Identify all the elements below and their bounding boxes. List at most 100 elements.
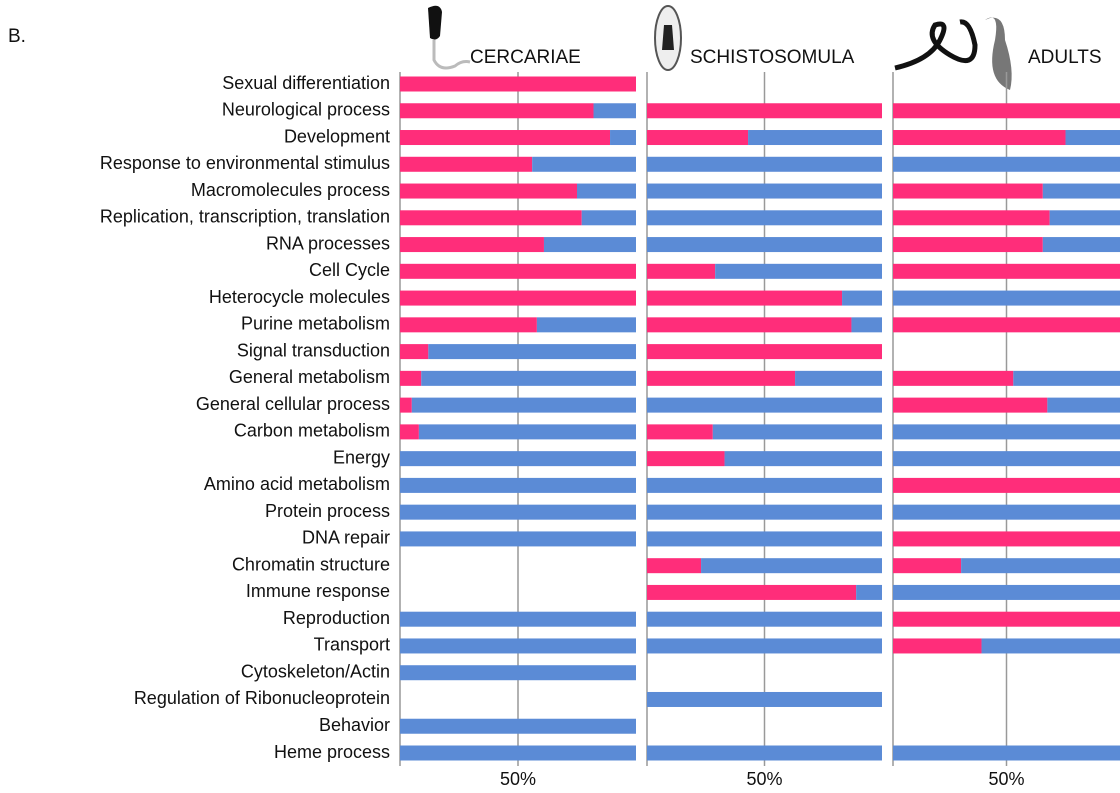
bar-segment	[842, 291, 882, 306]
bar-segment	[893, 558, 961, 573]
bar-segment	[715, 264, 882, 279]
category-label: Reproduction	[283, 608, 390, 628]
chart: B. Sexual differentiationNeurological pr…	[0, 0, 1120, 793]
adults-icon	[895, 18, 1012, 91]
bar-segment	[400, 103, 594, 118]
bar-segment	[647, 505, 882, 520]
category-label: Heme process	[274, 742, 390, 762]
bar-segment	[647, 291, 842, 306]
bar-segment	[647, 317, 851, 332]
bar-segment	[893, 531, 1120, 546]
category-label: Protein process	[265, 501, 390, 521]
category-label: General cellular process	[196, 394, 390, 414]
category-label: Heterocycle molecules	[209, 287, 390, 307]
bar-segment	[893, 317, 1120, 332]
page: {"chart_data": {"type": "bar", "orientat…	[0, 0, 1120, 793]
bar-segment	[713, 424, 882, 439]
bar-segment	[577, 184, 636, 199]
bar-segment	[893, 210, 1050, 225]
bar-segment	[647, 585, 856, 600]
bar-segment	[1066, 130, 1120, 145]
category-label: Immune response	[246, 581, 390, 601]
bar-segment	[893, 157, 1120, 172]
category-label: Amino acid metabolism	[204, 474, 390, 494]
bar-segment	[400, 157, 532, 172]
category-label: Energy	[333, 447, 390, 467]
bar-segment	[893, 638, 982, 653]
bar-segment	[961, 558, 1120, 573]
category-label: Purine metabolism	[241, 314, 390, 334]
bar-segment	[647, 237, 882, 252]
bar-segment	[647, 638, 882, 653]
bar-segment	[412, 398, 636, 413]
bar-segment	[400, 398, 412, 413]
bar-segment	[537, 317, 636, 332]
bar-segment	[594, 103, 636, 118]
category-label: Carbon metabolism	[234, 421, 390, 441]
category-label: Neurological process	[222, 100, 390, 120]
bar-segment	[647, 746, 882, 761]
bar-segment	[647, 531, 882, 546]
bar-segment	[400, 77, 636, 92]
bar-segment	[1013, 371, 1120, 386]
bar-segment	[701, 558, 882, 573]
bar-segment	[400, 746, 636, 761]
bar-segment	[544, 237, 636, 252]
category-label: Macromolecules process	[191, 180, 390, 200]
bar-segment	[893, 184, 1043, 199]
category-label: Development	[284, 126, 390, 146]
bar-segment	[400, 424, 419, 439]
category-label: RNA processes	[266, 233, 390, 253]
category-label: Response to environmental stimulus	[100, 153, 390, 173]
category-label: Regulation of Ribonucleoprotein	[134, 688, 390, 708]
bar-segment	[400, 665, 636, 680]
bar-segment	[851, 317, 882, 332]
x-tick-label: 50%	[988, 769, 1024, 789]
cercaria-icon	[428, 6, 470, 68]
category-label: Transport	[314, 635, 390, 655]
bar-segment	[532, 157, 636, 172]
bar-segment	[400, 210, 582, 225]
bar-segment	[893, 612, 1120, 627]
bar-segment	[400, 531, 636, 546]
bar-segment	[647, 264, 715, 279]
category-label: General metabolism	[229, 367, 390, 387]
bar-segment	[1043, 237, 1120, 252]
bar-segment	[893, 264, 1120, 279]
bar-segment	[795, 371, 882, 386]
bar-segment	[647, 210, 882, 225]
bar-segment	[419, 424, 636, 439]
bar-segment	[400, 317, 537, 332]
bar-segment	[400, 612, 636, 627]
x-tick-label: 50%	[746, 769, 782, 789]
bar-segment	[647, 184, 882, 199]
bar-segment	[893, 505, 1120, 520]
bar-segment	[400, 291, 636, 306]
bar-segment	[647, 612, 882, 627]
category-label: Cytoskeleton/Actin	[241, 661, 390, 681]
bar-segment	[400, 505, 636, 520]
bar-segment	[421, 371, 636, 386]
bar-segment	[856, 585, 882, 600]
bar-segment	[893, 424, 1120, 439]
bar-segment	[1050, 210, 1120, 225]
bar-segment	[400, 638, 636, 653]
bar-segment	[400, 371, 421, 386]
category-label: Behavior	[319, 715, 390, 735]
bar-segment	[982, 638, 1120, 653]
bar-segment	[647, 478, 882, 493]
bar-segment	[647, 398, 882, 413]
bar-segment	[893, 130, 1066, 145]
bar-segment	[400, 237, 544, 252]
bar-segment	[400, 478, 636, 493]
bar-segment	[400, 130, 610, 145]
bar-segment	[647, 371, 795, 386]
bar-segment	[647, 558, 701, 573]
bar-segment	[893, 103, 1120, 118]
panel-title: ADULTS	[1028, 47, 1102, 68]
category-label: Chromatin structure	[232, 554, 390, 574]
bar-segment	[893, 371, 1013, 386]
bar-segment	[647, 451, 725, 466]
category-label: DNA repair	[302, 528, 390, 548]
bar-segment	[400, 719, 636, 734]
